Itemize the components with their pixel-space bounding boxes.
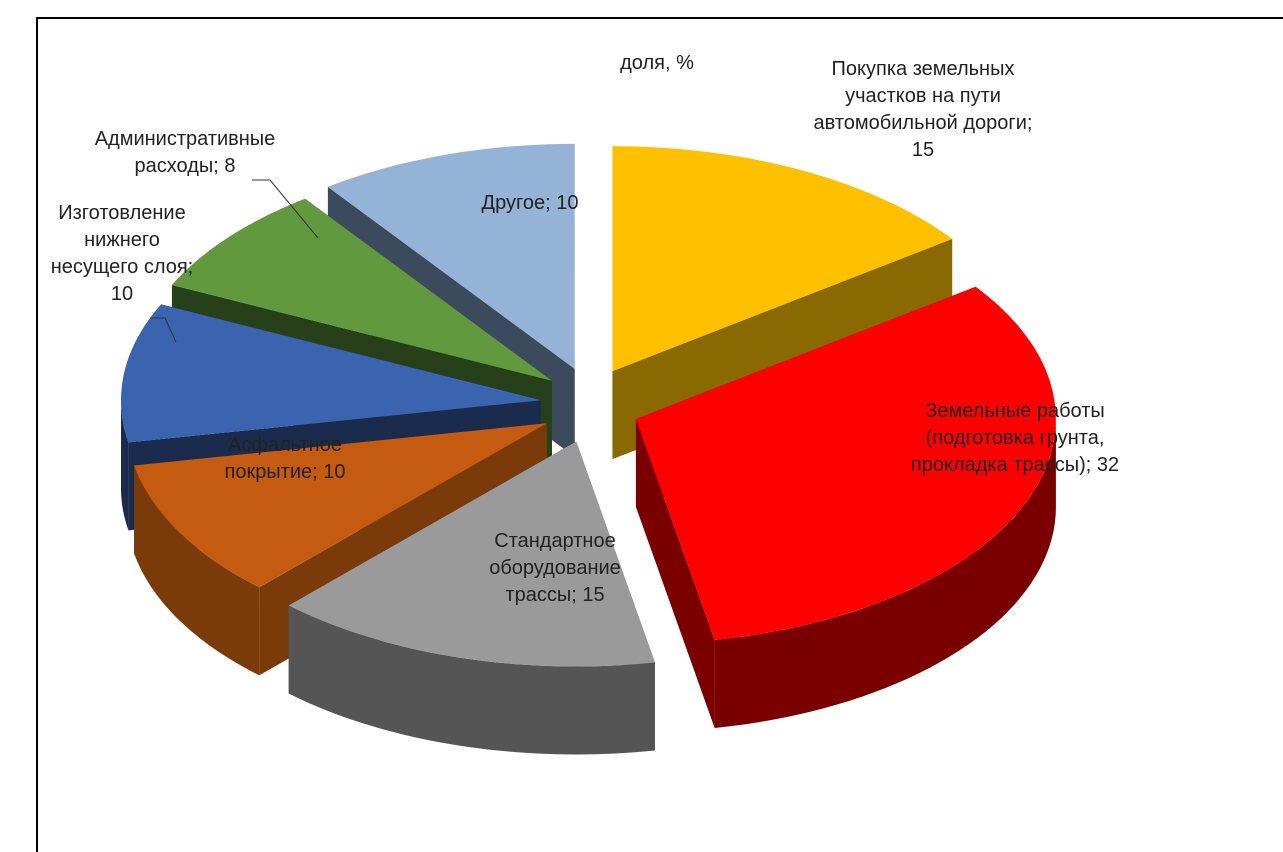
slice-wall	[134, 465, 260, 676]
data-label: Стандартное оборудование трассы; 15	[489, 530, 621, 606]
data-label: Покупка земельных участков на пути автом…	[813, 58, 1033, 161]
slice	[171, 198, 552, 381]
leader-line	[150, 317, 177, 343]
slice-wall	[714, 419, 1056, 728]
data-label: Земельные работы (подготовка грунта, про…	[910, 400, 1120, 476]
slice	[121, 304, 541, 443]
data-label: Административные расходы; 8	[94, 128, 276, 177]
data-label: Асфальтное покрытие; 10	[224, 434, 346, 483]
slice	[288, 441, 655, 667]
data-label: Другое; 10	[481, 192, 579, 214]
slice	[134, 423, 547, 588]
slice-side	[635, 418, 715, 729]
slice-wall	[121, 400, 129, 531]
pie	[121, 143, 1056, 755]
leader-line	[252, 179, 319, 239]
slice	[327, 143, 575, 369]
slice	[612, 146, 953, 372]
slice	[635, 286, 1056, 640]
chart-title: доля, %	[620, 52, 694, 74]
data-label: Изготовление нижнего несущего слоя; 10	[50, 202, 194, 305]
slice-wall	[288, 605, 655, 755]
